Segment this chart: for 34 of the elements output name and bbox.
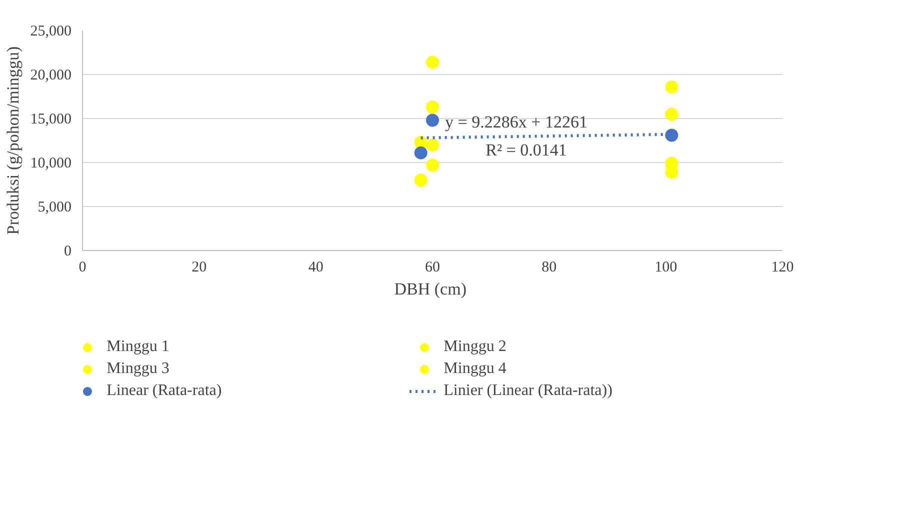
x-tick-label: 20	[192, 260, 207, 276]
y-tick-label: 0	[64, 244, 72, 260]
point	[414, 146, 428, 160]
point	[414, 174, 428, 187]
x-tick-label: 60	[425, 260, 440, 276]
point	[426, 158, 439, 172]
legend-label: Minggu 3	[106, 360, 170, 378]
point	[665, 108, 678, 121]
legend-label: Minggu 1	[106, 338, 170, 356]
y-tick-label: 25,000	[30, 24, 72, 40]
point	[426, 114, 439, 127]
point	[665, 128, 678, 142]
legend-label: Minggu 2	[444, 338, 508, 356]
y-tick-label: 10,000	[30, 156, 72, 172]
legend-label: Linear (Rata-rata)	[106, 382, 223, 400]
y-tick-label: 5,000	[38, 200, 72, 216]
point	[426, 138, 439, 152]
y-axis-title: Produksi (g/pohon/minggu)	[3, 46, 22, 235]
x-axis-title: DBH (cm)	[394, 280, 466, 298]
annotation: y = 9.2286x + 12261	[445, 112, 588, 132]
point	[665, 156, 678, 170]
point	[665, 80, 678, 94]
y-tick-label: 20,000	[30, 68, 72, 84]
legend-label: Minggu 4	[444, 360, 508, 378]
x-tick-label: 80	[542, 260, 557, 276]
annotation: R² = 0.0141	[486, 140, 567, 160]
point	[426, 56, 439, 69]
x-tick-label: 40	[308, 260, 324, 276]
x-tick-label: 0	[78, 260, 86, 276]
legend-label: Linier (Linear (Rata-rata))	[444, 382, 614, 400]
x-tick-label: 100	[654, 260, 678, 276]
point	[426, 100, 439, 114]
y-tick-label: 15,000	[30, 112, 72, 128]
x-tick-label: 120	[771, 260, 794, 276]
